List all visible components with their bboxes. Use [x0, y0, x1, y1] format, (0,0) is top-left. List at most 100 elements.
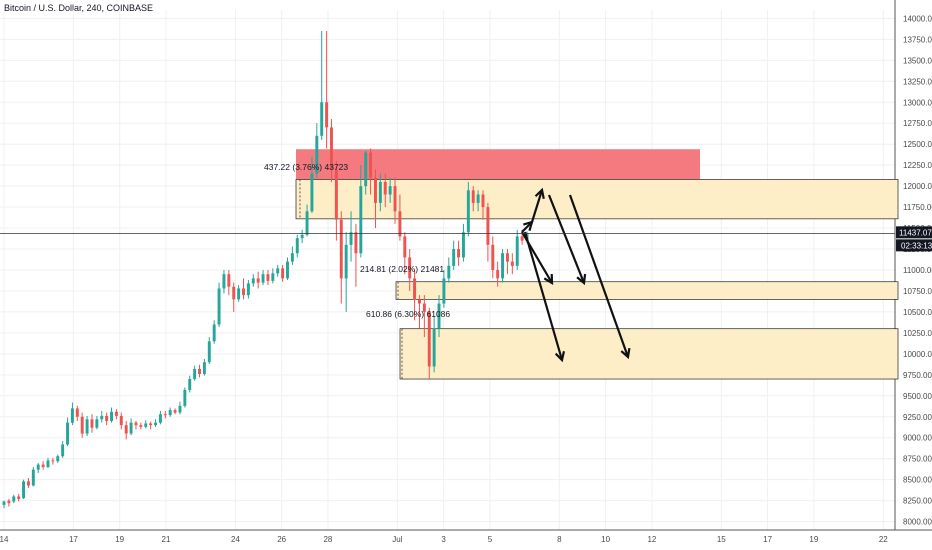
countdown-label: 02:33:13 — [901, 241, 932, 250]
time-tick-label: 26 — [277, 535, 286, 544]
candles — [2, 30, 529, 509]
candle-body — [369, 152, 373, 178]
candle-body — [295, 238, 299, 254]
candle-body — [56, 456, 60, 462]
candle-body — [276, 268, 280, 274]
time-tick-label: 12 — [647, 535, 656, 544]
zone-supply — [296, 149, 700, 180]
current-price-tag — [896, 226, 932, 239]
candle-body — [232, 286, 236, 300]
time-tick-label: 15 — [717, 535, 726, 544]
price-zones — [295, 149, 899, 380]
candle-body — [344, 244, 348, 279]
candle-body — [271, 273, 275, 281]
candle-body — [310, 173, 314, 212]
candle-body — [418, 299, 421, 304]
countdown-tag — [896, 239, 932, 252]
candle-body — [447, 265, 451, 279]
candle-body — [505, 253, 509, 262]
measurement-label: 437.22 (3.76%) 43723 — [264, 162, 348, 172]
candle-body — [300, 234, 304, 239]
candle-body — [374, 177, 377, 203]
price-axis: 8000.00 8250.00 8500.00 8750.00 9000.00 9250.… — [896, 14, 932, 527]
candle-body — [105, 415, 109, 421]
candle-body — [193, 368, 197, 380]
candle-body — [80, 416, 84, 434]
candle-body — [290, 253, 294, 262]
price-tick-label: 10750.00 — [903, 287, 932, 296]
price-tick-label: 10250.00 — [903, 329, 932, 338]
candle-body — [22, 481, 26, 499]
price-tick-label: 9000.00 — [903, 434, 932, 443]
candle-body — [481, 194, 485, 208]
symbol-title: Bitcoin / U.S. Dollar, 240, COINBASE — [4, 3, 154, 13]
candle-body — [432, 328, 436, 367]
price-tick-label: 12500.00 — [903, 140, 932, 149]
candle-body — [330, 127, 333, 170]
candle-body — [491, 244, 495, 270]
candle-body — [90, 419, 94, 428]
time-axis: 14 17 19 21 24 26 28 Jul 3 5 8 10 12 15 17 19 22 — [0, 535, 888, 544]
arrow-head — [534, 187, 545, 200]
candle-body — [466, 190, 470, 233]
candle-body — [437, 303, 441, 329]
candle-body — [515, 236, 519, 266]
candle-body — [12, 496, 16, 502]
price-tick-label: 8750.00 — [903, 455, 932, 464]
price-tick-label: 8250.00 — [903, 497, 932, 506]
candle-body — [325, 102, 329, 128]
candle-body — [149, 423, 153, 426]
candle-body — [242, 288, 245, 296]
price-tick-label: 10500.00 — [903, 308, 932, 317]
candle-body — [281, 268, 285, 279]
candle-body — [334, 169, 338, 220]
candle-body — [305, 211, 309, 235]
candle-body — [359, 186, 363, 254]
candle-body — [413, 278, 417, 300]
price-tick-label: 11000.00 — [903, 266, 932, 275]
candle-body — [378, 181, 382, 203]
time-tick-label: 3 — [441, 535, 446, 544]
candle-body — [134, 422, 138, 426]
candle-body — [403, 236, 407, 258]
candle-body — [217, 288, 221, 325]
price-tick-label: 8000.00 — [903, 518, 932, 527]
price-tick-label: 10000.00 — [903, 350, 932, 359]
arrow-head — [554, 350, 566, 363]
candle-body — [510, 261, 514, 266]
candle-body — [114, 411, 118, 416]
time-tick-label: 10 — [601, 535, 610, 544]
candle-body — [129, 422, 133, 434]
candle-body — [173, 410, 177, 413]
projection-arrows — [521, 187, 631, 363]
arrow-head — [543, 273, 554, 285]
candle-body — [266, 274, 270, 281]
candle-body — [207, 341, 211, 363]
candle-body — [178, 405, 182, 413]
price-tick-label: 13500.00 — [903, 56, 932, 65]
zone-range — [395, 281, 899, 300]
candle-body — [75, 408, 79, 417]
candle-body — [70, 408, 74, 423]
candle-body — [124, 425, 128, 434]
candle-body — [256, 278, 260, 283]
price-tick-label: 12250.00 — [903, 161, 932, 170]
candle-body — [237, 288, 241, 300]
candle-body — [61, 444, 65, 457]
candle-body — [457, 249, 461, 258]
candle-body — [188, 379, 192, 390]
time-tick-label: 19 — [115, 535, 124, 544]
price-tick-label: 13250.00 — [903, 77, 932, 86]
time-tick-label: 14 — [0, 535, 9, 544]
candle-body — [198, 368, 201, 374]
candle-body — [2, 501, 6, 505]
arrow-shaft — [530, 189, 544, 223]
time-tick-label: 19 — [809, 535, 818, 544]
arrow-shaft — [568, 194, 630, 358]
price-tick-label: 9500.00 — [903, 392, 932, 401]
candle-body — [388, 186, 392, 195]
measurement-label: 610.86 (6.30%) 61086 — [366, 309, 450, 319]
candle-body — [26, 481, 30, 486]
candle-body — [36, 464, 40, 470]
